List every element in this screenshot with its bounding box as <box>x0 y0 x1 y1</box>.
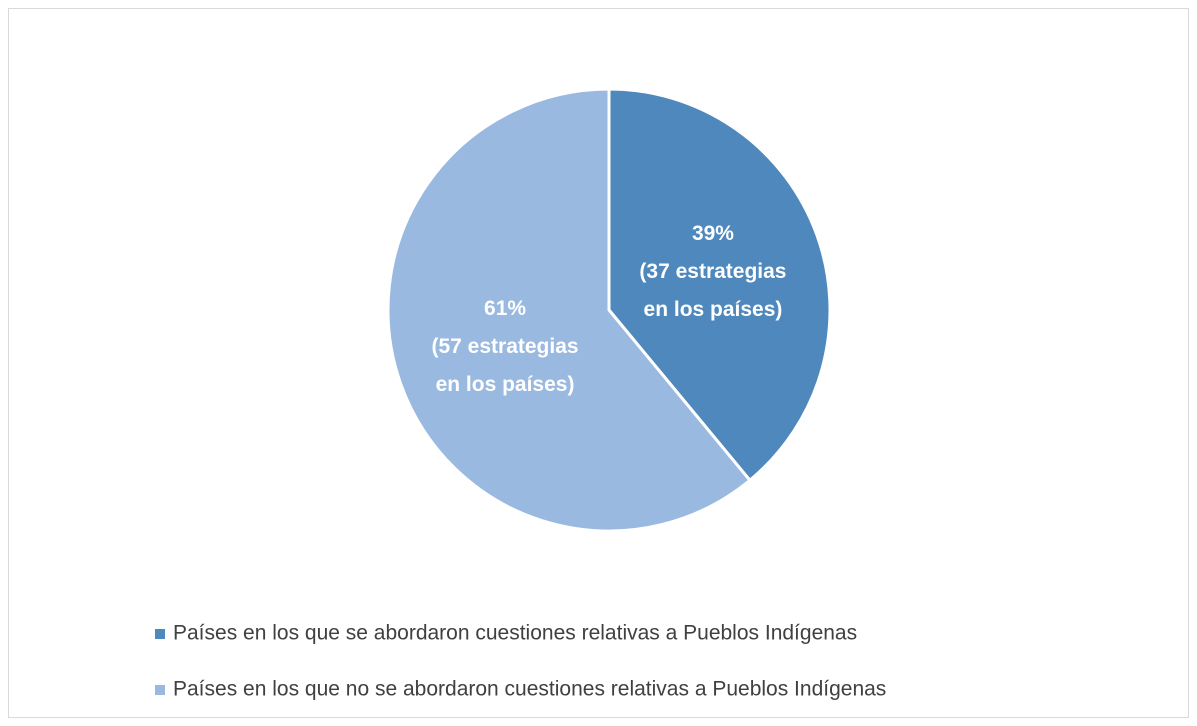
legend-text: Países en los que no se abordaron cuesti… <box>173 678 886 701</box>
legend-swatch <box>155 629 165 639</box>
slice-note: en los países) <box>644 298 783 321</box>
pie-slice <box>386 87 752 533</box>
slice-note: (37 estrategias <box>639 260 786 283</box>
legend-swatch <box>155 685 165 695</box>
slice-note: en los países) <box>436 373 575 396</box>
pie-slice <box>607 87 832 483</box>
slice-label: 61% <box>484 297 526 320</box>
slice-note: (57 estrategias <box>431 335 578 358</box>
legend-text: Países en los que se abordaron cuestione… <box>173 622 857 645</box>
slice-label: 39% <box>692 222 734 245</box>
